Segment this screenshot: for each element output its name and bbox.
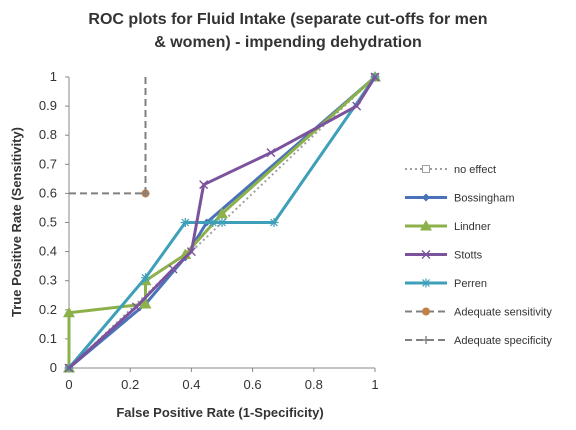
x-tick-label: 0.8 [305,377,323,392]
tick-labels: 0 0.1 0.2 0.3 0.4 0.5 0.6 0.7 0.8 0.9 1 0 0.2 0.4 0.6 0… [39,69,379,392]
x-marker [168,264,178,274]
y-axis-title: True Positive Rate (Sensitivity) [9,127,24,317]
x-marker [199,180,209,190]
y-tick-label: 0.9 [39,98,57,113]
legend-item-adequate-sensitivity: Adequate sensitivity [405,307,552,319]
chart-title: ROC plots for Fluid Intake (separate cut… [88,11,487,51]
series-stotts [64,72,380,373]
series-adequate-specificity [141,77,150,198]
legend-label-lindner: Lindner [454,221,491,233]
x-marker [186,247,196,257]
legend: no effect Bossingham Lindner Stotts Perren Ad… [405,164,552,347]
star-marker [180,218,190,227]
y-tick-label: 0.1 [39,331,57,346]
series-layer [63,71,381,373]
y-tick-label: 0.6 [39,185,57,200]
triangle-marker [139,297,152,309]
y-tick-label: 1 [50,69,57,84]
star-marker [141,273,150,283]
chart-title-line-2: & women) - impending dehydration [154,34,422,51]
x-marker [352,101,362,111]
x-tick-label: 0.6 [244,377,262,392]
square-marker [422,165,430,173]
circle-marker [422,307,430,316]
legend-item-perren: Perren [405,278,487,290]
legend-label-adequate-sensitivity: Adequate sensitivity [454,307,552,319]
legend-item-stotts: Stotts [405,250,483,262]
y-tick-label: 0.3 [39,273,57,288]
y-tick-label: 0.4 [39,244,57,259]
star-marker [269,218,279,227]
series-line-stotts [67,76,377,370]
plus-marker [141,189,150,198]
y-tick-label: 0 [50,360,57,375]
chart-title-line-1: ROC plots for Fluid Intake (separate cut… [88,11,487,28]
legend-label-perren: Perren [454,278,487,290]
legend-label-bossingham: Bossingham [454,193,515,205]
x-tick-label: 0 [65,377,72,392]
y-tick-label: 0.8 [39,127,57,142]
triangle-marker [216,207,228,219]
star-marker [217,218,227,227]
triangle-marker [63,306,75,318]
x-axis-title: False Positive Rate (1-Specificity) [116,405,323,420]
star-marker [208,218,218,227]
legend-item-lindner: Lindner [405,220,491,233]
x-marker [421,250,431,259]
legend-item-bossingham: Bossingham [405,193,515,205]
x-tick-label: 1 [371,377,378,392]
x-marker [64,363,74,373]
legend-item-adequate-specificity: Adequate specificity [405,335,552,347]
x-marker [370,72,380,82]
y-tick-label: 0.5 [39,215,57,230]
x-tick-label: 0.2 [121,377,139,392]
series-adequate-sensitivity [69,189,150,198]
legend-label-no-effect: no effect [454,164,496,176]
legend-label-adequate-specificity: Adequate specificity [454,335,552,347]
triangle-marker [420,220,432,231]
star-marker [421,278,431,288]
legend-label-stotts: Stotts [454,250,483,262]
x-marker [131,302,141,312]
plus-marker [422,336,430,344]
y-tick-label: 0.7 [39,156,57,171]
x-marker [266,148,276,158]
x-tick-label: 0.4 [182,377,200,392]
y-tick-label: 0.2 [39,302,57,317]
legend-item-no-effect: no effect [405,164,496,176]
diamond-marker [422,193,430,202]
